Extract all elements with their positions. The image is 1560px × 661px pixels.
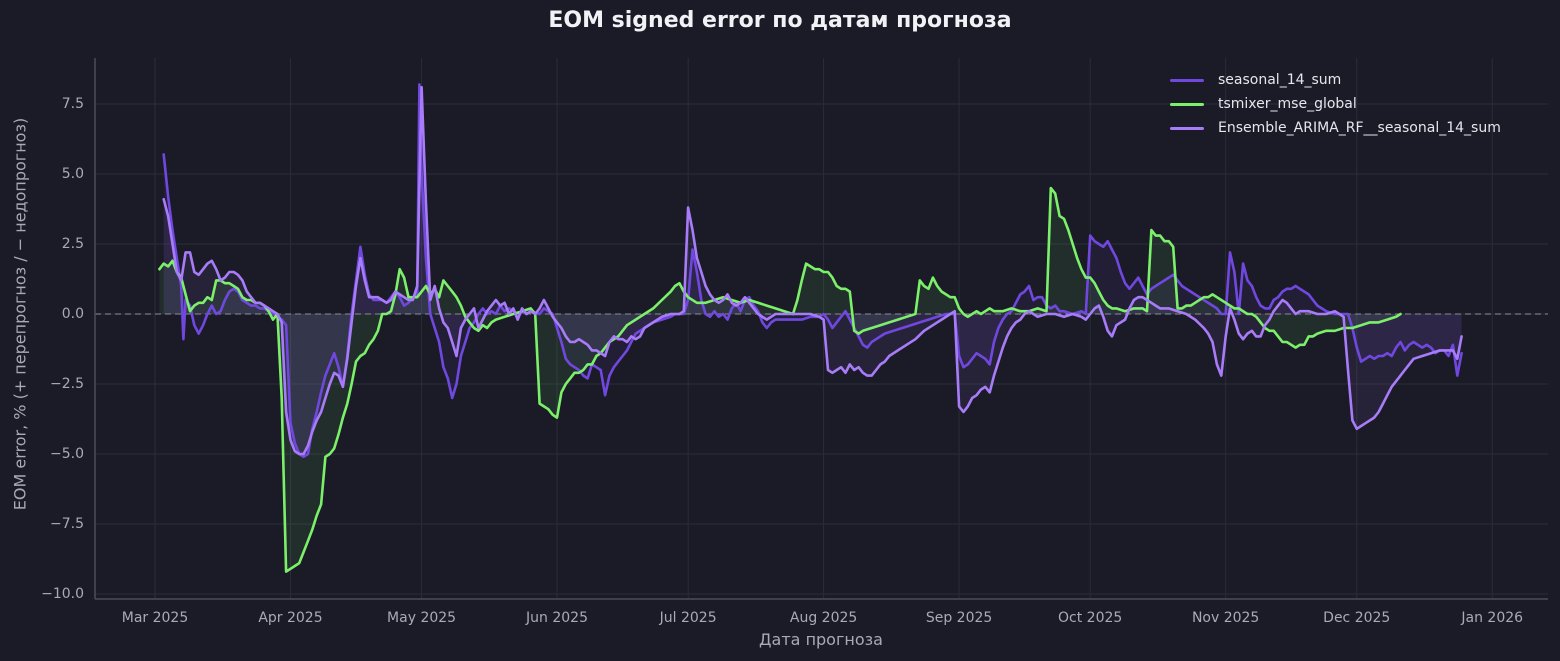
legend-swatch <box>1170 126 1204 130</box>
x-tick-label: Mar 2025 <box>121 610 189 626</box>
x-tick-label: Jan 2026 <box>1461 610 1524 626</box>
x-tick-label: May 2025 <box>387 610 457 626</box>
tsmixer-mse-global-fill <box>159 188 1401 572</box>
y-tick-label: 5.0 <box>61 166 84 182</box>
x-tick-label: Sep 2025 <box>925 610 993 626</box>
legend-label: tsmixer_mse_global <box>1218 96 1357 112</box>
x-tick-label: Jun 2025 <box>526 610 589 626</box>
legend-item-tsmixer[interactable]: tsmixer_mse_global <box>1170 92 1501 116</box>
chart-title: EOM signed error по датам прогноза <box>548 8 1012 33</box>
x-tick-label: Jul 2025 <box>659 610 717 626</box>
axis-spines <box>94 58 1548 600</box>
y-tick-label: 0.0 <box>61 306 84 322</box>
x-axis-label: Дата прогноза <box>759 630 883 649</box>
legend-swatch <box>1170 102 1204 106</box>
ensemble-arima-rf-line <box>162 85 1463 456</box>
series-fills <box>159 84 1462 572</box>
y-tick-label: −10.0 <box>41 586 84 602</box>
legend-item-seasonal[interactable]: seasonal_14_sum <box>1170 68 1501 92</box>
ensemble-arima-rf-fill <box>163 87 1462 454</box>
legend-swatch <box>1170 78 1204 82</box>
y-tick-label: 7.5 <box>61 96 84 112</box>
x-tick-label: Dec 2025 <box>1323 610 1391 626</box>
x-tick-label: Aug 2025 <box>789 610 858 626</box>
y-tick-label: −7.5 <box>50 516 84 532</box>
gridlines <box>95 58 1548 599</box>
y-tick-label: 2.5 <box>61 236 84 252</box>
legend-label: seasonal_14_sum <box>1218 72 1342 88</box>
x-tick-label: Oct 2025 <box>1058 610 1123 626</box>
x-tick-label: Apr 2025 <box>258 610 323 626</box>
x-tick-label: Nov 2025 <box>1191 610 1260 626</box>
legend-label: Ensemble_ARIMA_RF__seasonal_14_sum <box>1218 120 1501 136</box>
legend-item-ensemble[interactable]: Ensemble_ARIMA_RF__seasonal_14_sum <box>1170 116 1501 140</box>
legend: seasonal_14_sum tsmixer_mse_global Ensem… <box>1170 68 1501 140</box>
series-lines <box>158 83 1463 573</box>
seasonal-14-sum-fill <box>163 84 1462 457</box>
y-tick-label: −2.5 <box>50 376 84 392</box>
y-tick-label: −5.0 <box>50 446 84 462</box>
tsmixer-mse-global-line <box>158 186 1402 573</box>
